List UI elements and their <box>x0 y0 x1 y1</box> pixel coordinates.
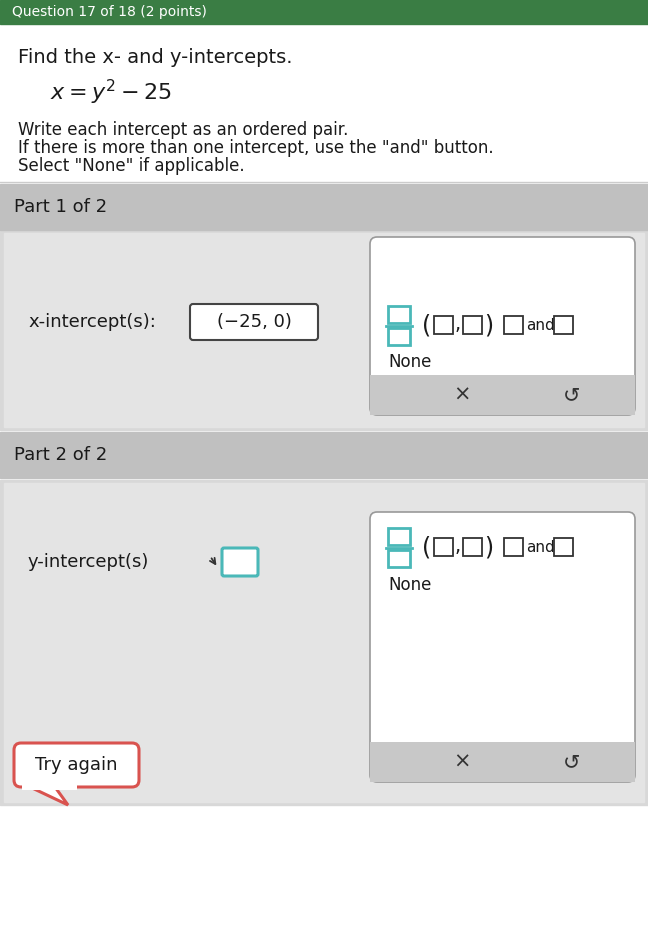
Text: If there is more than one intercept, use the "and" button.: If there is more than one intercept, use… <box>18 139 494 157</box>
FancyBboxPatch shape <box>370 512 635 782</box>
Text: ×: × <box>453 752 470 772</box>
Text: Part 2 of 2: Part 2 of 2 <box>14 446 108 464</box>
Text: Try again: Try again <box>35 756 117 774</box>
Bar <box>388 328 410 345</box>
Text: (: ( <box>422 313 431 337</box>
Bar <box>434 538 453 556</box>
Bar <box>0 230 648 430</box>
Bar <box>22 784 77 790</box>
Text: Write each intercept as an ordered pair.: Write each intercept as an ordered pair. <box>18 121 349 139</box>
Text: ,: , <box>455 538 461 556</box>
Text: ,: , <box>455 315 461 335</box>
FancyBboxPatch shape <box>370 237 635 415</box>
Bar <box>0 480 648 805</box>
Text: Question 17 of 18 (2 points): Question 17 of 18 (2 points) <box>12 5 207 19</box>
Text: and: and <box>526 317 555 333</box>
Bar <box>4 483 644 802</box>
Text: Part 1 of 2: Part 1 of 2 <box>14 198 107 216</box>
Text: (−25, 0): (−25, 0) <box>216 313 292 331</box>
Text: (: ( <box>422 535 431 559</box>
Bar <box>504 316 523 334</box>
FancyBboxPatch shape <box>190 304 318 340</box>
Bar <box>4 233 644 427</box>
Bar <box>0 184 648 230</box>
Bar <box>554 316 573 334</box>
Text: y-intercept(s): y-intercept(s) <box>28 553 150 571</box>
Text: None: None <box>388 353 432 371</box>
Bar <box>434 316 453 334</box>
Text: Find the x- and y-intercepts.: Find the x- and y-intercepts. <box>18 48 292 68</box>
Bar <box>388 550 410 567</box>
Text: ×: × <box>453 385 470 405</box>
FancyBboxPatch shape <box>14 743 139 787</box>
Text: Select "None" if applicable.: Select "None" if applicable. <box>18 157 245 175</box>
Bar <box>370 375 635 415</box>
Bar <box>388 306 410 323</box>
Bar <box>554 538 573 556</box>
Bar <box>0 0 648 24</box>
Bar <box>388 528 410 545</box>
Polygon shape <box>30 787 68 805</box>
Text: and: and <box>526 539 555 554</box>
Text: ↺: ↺ <box>563 385 581 405</box>
Text: None: None <box>388 576 432 594</box>
Text: ): ) <box>484 313 493 337</box>
Text: ): ) <box>484 535 493 559</box>
Bar <box>0 432 648 478</box>
Text: $x=y^2-25$: $x=y^2-25$ <box>50 77 172 107</box>
Bar <box>504 538 523 556</box>
Bar <box>463 316 482 334</box>
Text: x-intercept(s):: x-intercept(s): <box>28 313 156 331</box>
Bar <box>370 742 635 782</box>
FancyBboxPatch shape <box>222 548 258 576</box>
Bar <box>463 538 482 556</box>
Text: ↺: ↺ <box>563 752 581 772</box>
